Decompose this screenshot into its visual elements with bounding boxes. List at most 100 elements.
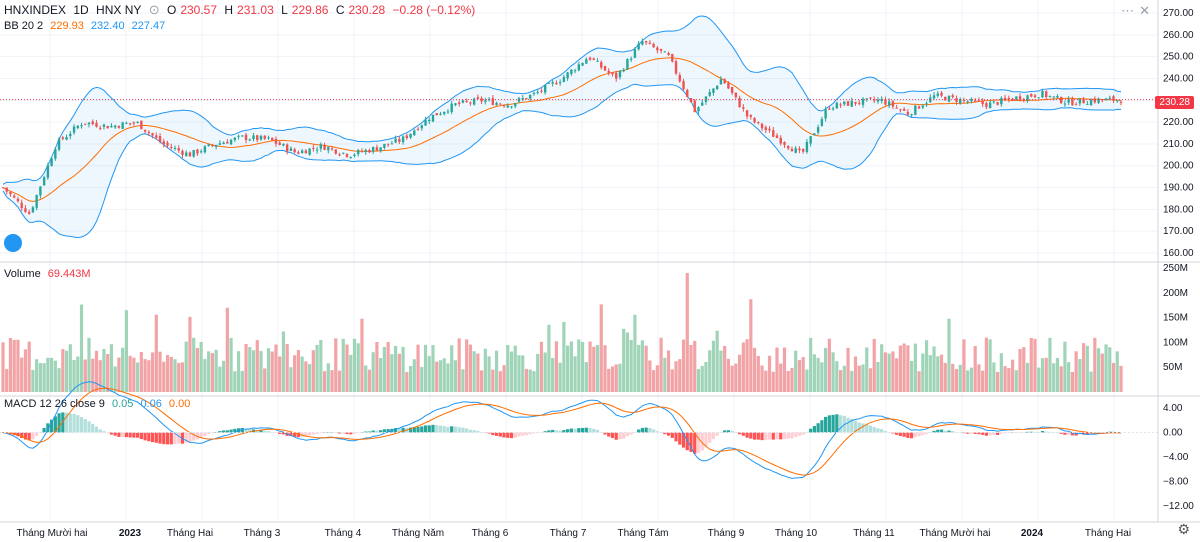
candle-body [951,95,954,98]
volume-bar [106,354,110,392]
candle-body [304,150,308,154]
candle-body [663,51,667,53]
macd-hist-bar [446,426,450,433]
candle-body [899,109,902,111]
volume-bar [1085,345,1089,392]
candle-body [667,52,670,55]
volume-bar [72,360,76,392]
symbol-name[interactable]: HNXINDEX [4,3,67,17]
more-icon[interactable]: ⋯ [1121,3,1134,18]
price-candles[interactable] [1,38,1123,215]
interval[interactable]: 1D [73,3,89,17]
volume-bar [652,370,656,392]
macd-hist-bar [165,432,170,445]
macd-hist-bar [689,432,693,452]
candle-body [330,148,334,150]
candle-body [581,62,584,66]
close-icon[interactable]: ✕ [1139,3,1150,18]
macd-hist-bar [371,430,375,433]
bb-legend[interactable]: BB 20 2 229.93 232.40 227.47 [4,20,169,32]
volume-bar [20,357,24,392]
macd-hist-bar [117,432,121,437]
candle-body [529,94,532,99]
x-tick-label: Tháng 7 [550,528,587,539]
volume-bar [94,350,99,392]
candle-body [409,133,412,138]
volume-bar [640,340,644,392]
volume-bar [315,344,319,392]
volume-bar [670,369,674,392]
eye-icon[interactable]: ⊙ [148,2,160,17]
volume-bar [738,354,742,392]
macd-hist-bar [782,432,787,439]
volume-bar [278,356,282,392]
x-tick-label: Tháng 4 [325,528,362,539]
macd-hist-bar [91,423,95,433]
candle-body [712,88,715,93]
macd-hist-bar [465,428,469,433]
macd-hist-bar [225,430,229,433]
candle-body [891,101,895,107]
volume-bar [876,361,880,392]
volume-bar [910,360,914,392]
macd-hist-bar [1044,431,1048,433]
volume-bar [1070,371,1074,392]
candle-body [27,211,31,214]
macd-legend[interactable]: MACD 12 26 close 9 0.05 0.06 0.00 [4,398,194,410]
candle-body [1007,97,1011,100]
volume-bar [891,351,895,392]
candle-body [140,120,143,130]
macd-histogram[interactable] [1,412,1123,454]
macd-hist-bar [644,427,648,433]
macd-hist-bar [337,432,342,434]
macd-hist-bar [222,430,226,433]
macd-hist-bar [584,427,588,433]
candle-body [917,106,921,109]
tradingview-logo-icon[interactable] [4,234,22,252]
macd-hist-bar [106,432,110,434]
macd-hist-bar [147,432,151,442]
macd-hist-bar [543,431,547,433]
candle-body [880,98,883,101]
candle-body [1063,103,1067,105]
macd-hist-bar [76,415,80,433]
macd-hist-bar [1063,432,1067,435]
candle-body [805,141,809,152]
x-tick-label: Tháng Mười hai [919,528,990,539]
volume-bar [487,356,491,392]
volume-bar [461,369,465,392]
volume-bar [614,364,618,392]
volume-legend[interactable]: Volume 69.443M [4,268,95,280]
volume-bar [655,365,659,392]
candle-body [809,136,812,144]
macd-tick-label: −8.00 [1163,476,1189,487]
candle-body [973,100,977,102]
candle-body [1078,98,1082,104]
candle-body [274,138,278,144]
macd-hist-bar [98,429,102,433]
candle-body [988,102,992,109]
candle-body [966,101,969,103]
volume-bar [121,347,125,392]
candle-body [192,150,195,157]
volume-bar [91,358,95,392]
volume-bar [420,367,424,392]
candle-body [846,101,850,106]
candle-body [745,110,749,117]
candle-body [947,95,951,102]
volume-bar [326,363,330,392]
volume-bar [360,318,364,392]
macd-hist-bar [872,427,876,433]
volume-bar [1115,351,1119,392]
volume-bar [300,356,304,392]
candle-body [446,111,450,113]
volume-bars[interactable] [1,272,1123,392]
macd-hist-bar [786,432,790,439]
gear-icon[interactable]: ⚙ [1177,521,1190,537]
candle-body [585,59,588,64]
price-tick-label: 180.00 [1163,204,1194,215]
x-tick-label: Tháng Năm [392,528,444,539]
volume-bar [109,344,114,392]
candle-body [256,135,259,141]
